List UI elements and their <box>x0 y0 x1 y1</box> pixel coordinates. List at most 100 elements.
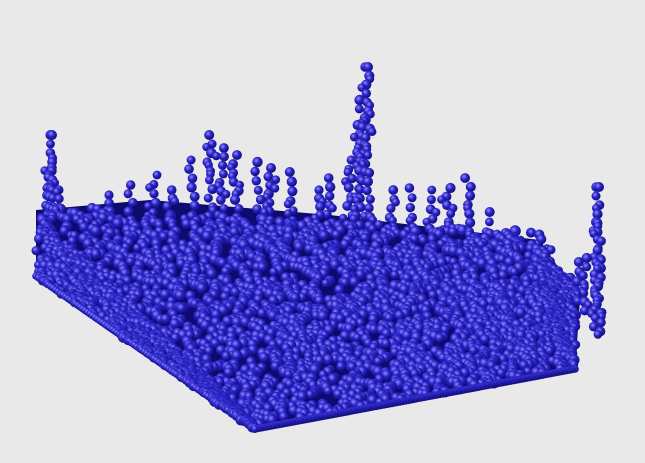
particle <box>391 197 400 207</box>
particle <box>476 257 488 269</box>
particle <box>54 194 64 204</box>
particle <box>270 361 281 372</box>
particle <box>405 216 415 225</box>
particle <box>189 200 200 211</box>
particle <box>347 173 357 184</box>
particle <box>166 185 177 195</box>
particle <box>152 170 162 180</box>
particle <box>374 220 384 230</box>
particle <box>362 185 372 196</box>
particle <box>325 191 335 201</box>
particle <box>286 176 297 187</box>
particle <box>255 194 266 205</box>
particle <box>448 227 458 237</box>
particle <box>460 173 470 183</box>
particle <box>579 305 590 316</box>
particle <box>531 273 542 283</box>
particle <box>318 230 330 241</box>
particle <box>592 209 603 220</box>
particle <box>594 182 604 192</box>
particle <box>278 411 289 422</box>
particle <box>126 180 136 190</box>
particle <box>343 182 354 193</box>
particle <box>266 163 276 173</box>
particle <box>317 310 329 322</box>
particle <box>221 351 232 361</box>
particle <box>176 303 187 314</box>
particle <box>504 256 515 268</box>
particle <box>257 308 267 318</box>
particle <box>573 257 584 267</box>
particle <box>158 231 169 242</box>
particle-mass <box>31 62 607 433</box>
particle <box>184 164 194 174</box>
particle <box>305 390 315 399</box>
particle <box>373 356 383 366</box>
particle <box>90 248 102 260</box>
particle <box>170 196 179 206</box>
particle <box>361 88 371 99</box>
particle <box>244 308 254 318</box>
particle <box>219 143 229 153</box>
particle <box>484 207 495 217</box>
particle <box>509 267 519 277</box>
particle <box>325 181 336 193</box>
particle <box>210 309 222 320</box>
particle <box>339 239 351 250</box>
particle <box>253 185 263 195</box>
particle <box>203 193 213 203</box>
particle <box>315 201 326 212</box>
particle <box>426 195 436 205</box>
particle <box>596 236 606 246</box>
particle <box>284 378 295 389</box>
particle <box>323 386 333 396</box>
particle <box>256 241 266 251</box>
particle <box>346 155 356 165</box>
particle <box>104 198 114 208</box>
particle <box>128 197 138 208</box>
particle <box>465 217 476 228</box>
particle <box>347 361 357 372</box>
particle <box>31 246 41 256</box>
particle <box>258 352 270 363</box>
particle <box>404 183 415 193</box>
particle <box>232 150 242 160</box>
particle <box>149 189 159 199</box>
particle <box>427 234 437 244</box>
particle <box>160 313 171 324</box>
particle <box>593 330 603 339</box>
particle <box>386 203 396 213</box>
particle <box>321 278 331 288</box>
particle <box>123 206 134 217</box>
particle <box>270 184 280 193</box>
particle <box>323 173 334 183</box>
particle <box>364 167 375 178</box>
particle <box>367 127 377 136</box>
particle <box>314 185 324 195</box>
particle <box>252 156 263 168</box>
particle <box>445 182 456 194</box>
particle <box>497 270 508 281</box>
particle <box>355 184 365 194</box>
particle <box>104 190 114 200</box>
particle <box>223 367 234 378</box>
particle <box>428 290 438 300</box>
particle <box>250 166 260 177</box>
particle <box>234 204 244 214</box>
particle <box>434 333 445 343</box>
particle <box>427 185 437 195</box>
particle <box>355 317 366 328</box>
particle <box>578 270 588 281</box>
particle <box>545 346 555 356</box>
particle <box>206 268 218 280</box>
particle <box>150 197 161 209</box>
particle <box>527 228 537 238</box>
particle <box>145 183 154 192</box>
particle <box>189 191 200 202</box>
particle <box>230 287 241 297</box>
particle <box>218 169 228 179</box>
particle <box>331 229 342 240</box>
particle <box>201 230 213 242</box>
particle <box>355 269 366 280</box>
